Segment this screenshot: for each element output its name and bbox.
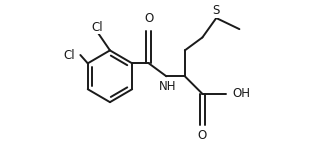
Text: O: O [198,129,207,142]
Text: OH: OH [232,87,250,100]
Text: S: S [212,4,219,17]
Text: Cl: Cl [91,21,103,34]
Text: NH: NH [159,80,177,93]
Text: Cl: Cl [64,49,75,61]
Text: O: O [144,12,153,25]
